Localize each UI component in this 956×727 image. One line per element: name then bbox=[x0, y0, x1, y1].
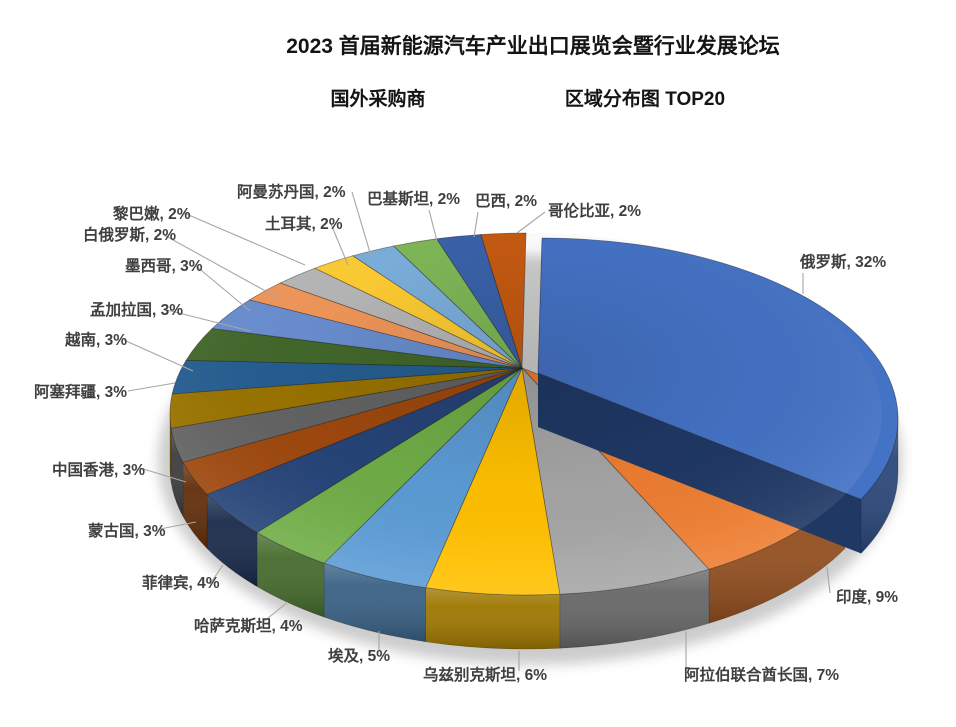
slice-label-9: 阿塞拜疆, 3% bbox=[34, 382, 127, 401]
slice-label-10: 越南, 3% bbox=[64, 330, 127, 349]
slice-label-17: 巴基斯坦, 2% bbox=[367, 189, 460, 208]
leader-line-11 bbox=[166, 309, 251, 332]
leader-line-13 bbox=[163, 234, 281, 300]
slice-label-15: 阿曼苏丹国, 2% bbox=[237, 182, 346, 201]
chart-title: 2023 首届新能源汽车产业出口展览会暨行业发展论坛 bbox=[286, 35, 780, 58]
slice-label-12: 墨西哥, 3% bbox=[125, 257, 203, 275]
slice-label-3: 乌兹别克斯坦, 6% bbox=[423, 665, 547, 684]
slice-label-19: 哥伦比亚, 2% bbox=[548, 201, 641, 220]
leader-line-14 bbox=[183, 212, 306, 266]
slice-label-11: 孟加拉国, 3% bbox=[90, 300, 183, 319]
slice-label-2: 阿拉伯联合酋长国, 7% bbox=[684, 665, 839, 684]
slice-label-6: 菲律宾, 4% bbox=[142, 573, 220, 592]
leader-line-18 bbox=[473, 211, 479, 238]
leader-line-19 bbox=[516, 211, 546, 234]
leader-line-10 bbox=[123, 339, 194, 372]
leader-line-7 bbox=[159, 521, 197, 530]
leader-line-5 bbox=[262, 601, 289, 623]
slice-label-5: 哈萨克斯坦, 4% bbox=[194, 616, 303, 635]
leader-line-15 bbox=[351, 191, 372, 257]
leader-line-1 bbox=[826, 566, 831, 594]
chart-subtitle-left: 国外采购商 bbox=[330, 89, 426, 110]
slice-label-4: 埃及, 5% bbox=[328, 646, 390, 665]
slice-label-0: 俄罗斯, 32% bbox=[799, 252, 886, 271]
slice-label-7: 蒙古国, 3% bbox=[88, 521, 166, 540]
leader-line-8 bbox=[139, 467, 187, 483]
leader-line-6 bbox=[209, 564, 224, 585]
leader-line-17 bbox=[428, 209, 438, 242]
leader-line-16 bbox=[330, 223, 349, 266]
slice-label-14: 黎巴嫩, 2% bbox=[113, 204, 191, 223]
chart-subtitle-right: 区域分布图 TOP20 bbox=[564, 89, 726, 110]
slice-label-18: 巴西, 2% bbox=[475, 192, 537, 210]
leader-line-12 bbox=[195, 265, 251, 312]
slice-label-1: 印度, 9% bbox=[836, 587, 898, 606]
pie-slice-3-wall bbox=[425, 587, 561, 650]
slice-label-16: 土耳其, 2% bbox=[265, 214, 343, 233]
slice-label-13: 白俄罗斯, 2% bbox=[83, 225, 176, 244]
slice-label-8: 中国香港, 3% bbox=[52, 460, 145, 479]
leader-line-9 bbox=[127, 382, 176, 392]
